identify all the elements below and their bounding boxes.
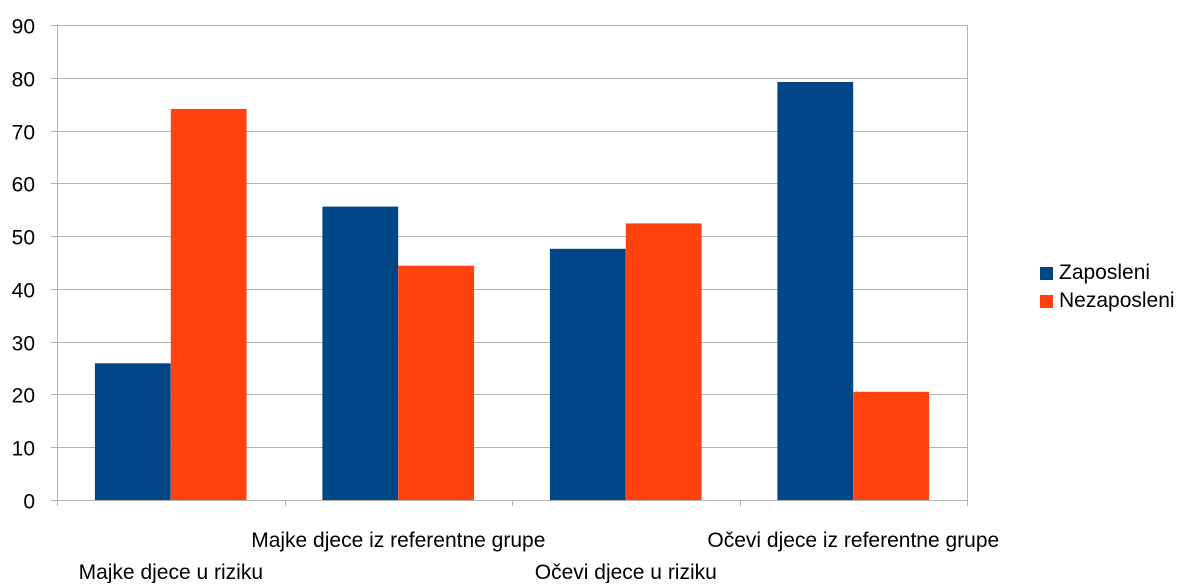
legend-label-nezaposleni: Nezaposleni	[1059, 289, 1175, 312]
bar-nezaposleni-3	[853, 391, 930, 500]
axes	[51, 25, 968, 506]
bar-nezaposleni-1	[398, 265, 475, 500]
x-tick-label-1: Majke djece iz referentne grupe	[251, 529, 545, 552]
legend-label-zaposleni: Zaposleni	[1059, 261, 1151, 284]
y-tick-label-50: 50	[12, 227, 35, 250]
bar-nezaposleni-2	[625, 223, 702, 500]
y-tick-label-40: 40	[12, 280, 35, 303]
y-tick-label-20: 20	[12, 385, 35, 408]
y-tick-labels: 0 10 20 30 40 50 60 70 80 90	[12, 16, 35, 514]
legend-swatch-zaposleni	[1040, 266, 1053, 280]
bar-zaposleni-1	[322, 206, 399, 500]
y-tick-label-70: 70	[12, 122, 35, 145]
y-tick-label-30: 30	[12, 333, 35, 356]
bar-zaposleni-2	[549, 248, 626, 500]
bar-zaposleni-3	[777, 82, 854, 500]
y-tick-label-10: 10	[12, 438, 35, 461]
y-tick-label-0: 0	[23, 491, 35, 514]
y-tick-label-60: 60	[12, 174, 35, 197]
legend: Zaposleni Nezaposleni	[1040, 259, 1175, 315]
x-tick-label-2: Očevi djece u riziku	[535, 561, 717, 583]
y-tick-label-80: 80	[12, 69, 35, 92]
bar-nezaposleni-0	[170, 108, 247, 501]
legend-item-nezaposleni: Nezaposleni	[1040, 287, 1175, 315]
legend-item-zaposleni: Zaposleni	[1040, 259, 1175, 287]
bar-zaposleni-0	[94, 363, 171, 500]
y-tick-label-90: 90	[12, 16, 35, 39]
x-tick-label-3: Očevi djece iz referentne grupe	[707, 529, 999, 552]
x-tick-label-0: Majke djece u riziku	[79, 561, 263, 583]
x-tick-labels: Majke djece u riziku Majke djece iz refer…	[79, 529, 1000, 584]
legend-swatch-nezaposleni	[1040, 294, 1053, 308]
bars	[94, 82, 930, 501]
